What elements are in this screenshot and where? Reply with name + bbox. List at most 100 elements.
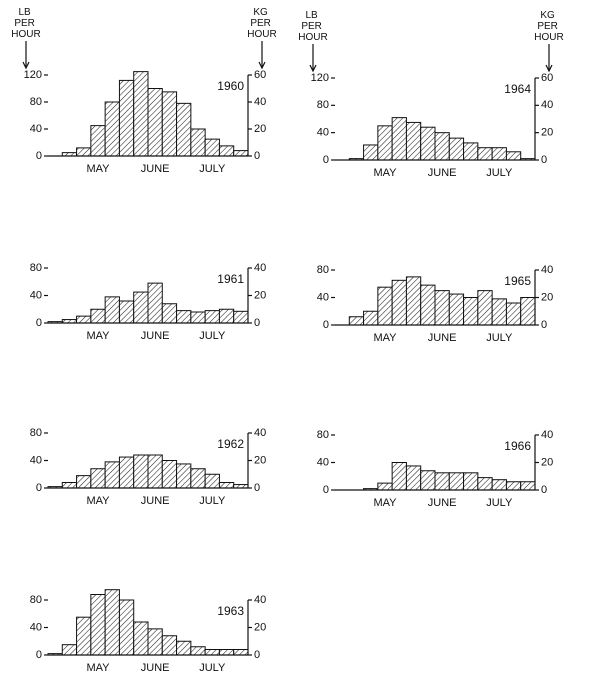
bar bbox=[420, 126, 436, 161]
bar bbox=[233, 150, 249, 157]
bar bbox=[133, 454, 149, 489]
panel-title: 1966 bbox=[504, 439, 531, 453]
y-tick-label: 80 bbox=[30, 594, 42, 606]
bar bbox=[90, 308, 106, 324]
x-tick-label: JULY bbox=[199, 662, 226, 674]
bar bbox=[463, 297, 479, 326]
y2-axis-label: KG PER HOUR bbox=[247, 7, 276, 40]
bar bbox=[505, 302, 522, 326]
bar bbox=[76, 475, 92, 489]
bar bbox=[147, 628, 163, 656]
bar bbox=[104, 296, 120, 324]
bar bbox=[204, 138, 220, 157]
bar bbox=[161, 635, 178, 656]
bar bbox=[190, 646, 206, 656]
bar bbox=[76, 147, 92, 157]
bar bbox=[190, 468, 206, 489]
x-tick-label: JUNE bbox=[428, 497, 457, 509]
bar bbox=[448, 293, 465, 326]
x-tick-label: JUNE bbox=[428, 332, 457, 344]
bar bbox=[505, 151, 522, 161]
panel: MAY JUNE JULY 0 40 80 0 20 40 1961 bbox=[30, 262, 267, 342]
bar bbox=[448, 472, 465, 491]
bar bbox=[505, 481, 522, 491]
bar bbox=[133, 71, 149, 157]
y2-tick-label: 20 bbox=[254, 289, 266, 301]
x-tick-label: JUNE bbox=[141, 163, 170, 175]
bar bbox=[204, 473, 220, 489]
y2-tick-label: 20 bbox=[254, 454, 266, 466]
x-tick-label: JUNE bbox=[141, 495, 170, 507]
bar bbox=[104, 461, 120, 489]
y2-tick-label: 0 bbox=[541, 319, 547, 331]
panel: MAY JUNE JULY 0 40 80 0 20 40 1966 bbox=[317, 429, 554, 509]
bar bbox=[363, 144, 379, 161]
panel: MAY JUNE JULY 0 40 80 0 20 40 1962 bbox=[30, 427, 267, 507]
panel: MAY JUNE JULY 0 40 80 120 0 20 40 60 1960 LB PER HOU… bbox=[11, 7, 276, 175]
y2-tick-label: 20 bbox=[254, 123, 266, 135]
panel: MAY JUNE JULY 0 40 80 120 0 20 40 60 1964 LB PER HOU… bbox=[298, 10, 563, 179]
y-tick-label: 40 bbox=[30, 621, 42, 633]
bar bbox=[118, 300, 135, 324]
x-tick-label: JULY bbox=[486, 167, 513, 179]
bar bbox=[218, 145, 235, 157]
bar bbox=[61, 482, 78, 489]
y-tick-label: 80 bbox=[30, 96, 42, 108]
y2-tick-label: 0 bbox=[541, 154, 547, 166]
y2-tick-label: 0 bbox=[541, 484, 547, 496]
bar bbox=[190, 128, 206, 157]
x-tick-label: JULY bbox=[486, 497, 513, 509]
panel-title: 1962 bbox=[217, 437, 244, 451]
x-tick-label: MAY bbox=[373, 167, 397, 179]
bar bbox=[233, 649, 249, 656]
bar bbox=[161, 460, 178, 489]
x-tick-label: JULY bbox=[199, 163, 226, 175]
bar bbox=[176, 463, 192, 489]
y2-tick-label: 40 bbox=[541, 99, 553, 111]
y2-tick-label: 20 bbox=[541, 127, 553, 139]
y2-tick-label: 40 bbox=[254, 427, 266, 439]
y2-tick-label: 0 bbox=[254, 482, 260, 494]
bar bbox=[477, 290, 493, 326]
y-tick-label: 0 bbox=[323, 319, 329, 331]
x-tick-label: MAY bbox=[86, 163, 110, 175]
y-tick-label: 0 bbox=[36, 150, 42, 162]
bar bbox=[391, 279, 407, 326]
y2-tick-label: 20 bbox=[541, 456, 553, 468]
bar bbox=[377, 482, 393, 491]
arrow-head bbox=[309, 64, 317, 73]
y-tick-label: 0 bbox=[323, 484, 329, 496]
panel: MAY JUNE JULY 0 40 80 0 20 40 1963 bbox=[30, 589, 266, 674]
bar bbox=[405, 276, 422, 326]
y2-tick-label: 0 bbox=[254, 150, 260, 162]
bar bbox=[176, 102, 192, 157]
bar bbox=[118, 456, 135, 489]
panel: MAY JUNE JULY 0 40 80 0 20 40 1965 bbox=[317, 264, 554, 344]
bar bbox=[90, 594, 106, 656]
bar bbox=[76, 315, 92, 324]
y2-tick-label: 20 bbox=[541, 291, 553, 303]
x-tick-label: MAY bbox=[373, 497, 397, 509]
x-tick-label: MAY bbox=[86, 330, 110, 342]
y-tick-label: 40 bbox=[30, 123, 42, 135]
x-tick-label: MAY bbox=[86, 495, 110, 507]
y2-tick-label: 20 bbox=[254, 621, 266, 633]
bar bbox=[363, 310, 379, 326]
y-tick-label: 120 bbox=[24, 69, 42, 81]
y-tick-label: 40 bbox=[317, 127, 329, 139]
bar bbox=[491, 298, 507, 326]
bar bbox=[448, 137, 465, 161]
y-tick-label: 40 bbox=[30, 454, 42, 466]
x-tick-label: MAY bbox=[86, 662, 110, 674]
y2-tick-label: 0 bbox=[254, 317, 260, 329]
bar bbox=[104, 101, 120, 157]
bar bbox=[463, 142, 479, 161]
y2-tick-label: 40 bbox=[541, 264, 553, 276]
bar bbox=[434, 472, 450, 491]
bar bbox=[348, 316, 365, 326]
y-tick-label: 80 bbox=[30, 427, 42, 439]
bar bbox=[104, 589, 120, 656]
bar bbox=[405, 121, 422, 161]
bar bbox=[147, 282, 163, 324]
y-tick-label: 80 bbox=[30, 262, 42, 274]
